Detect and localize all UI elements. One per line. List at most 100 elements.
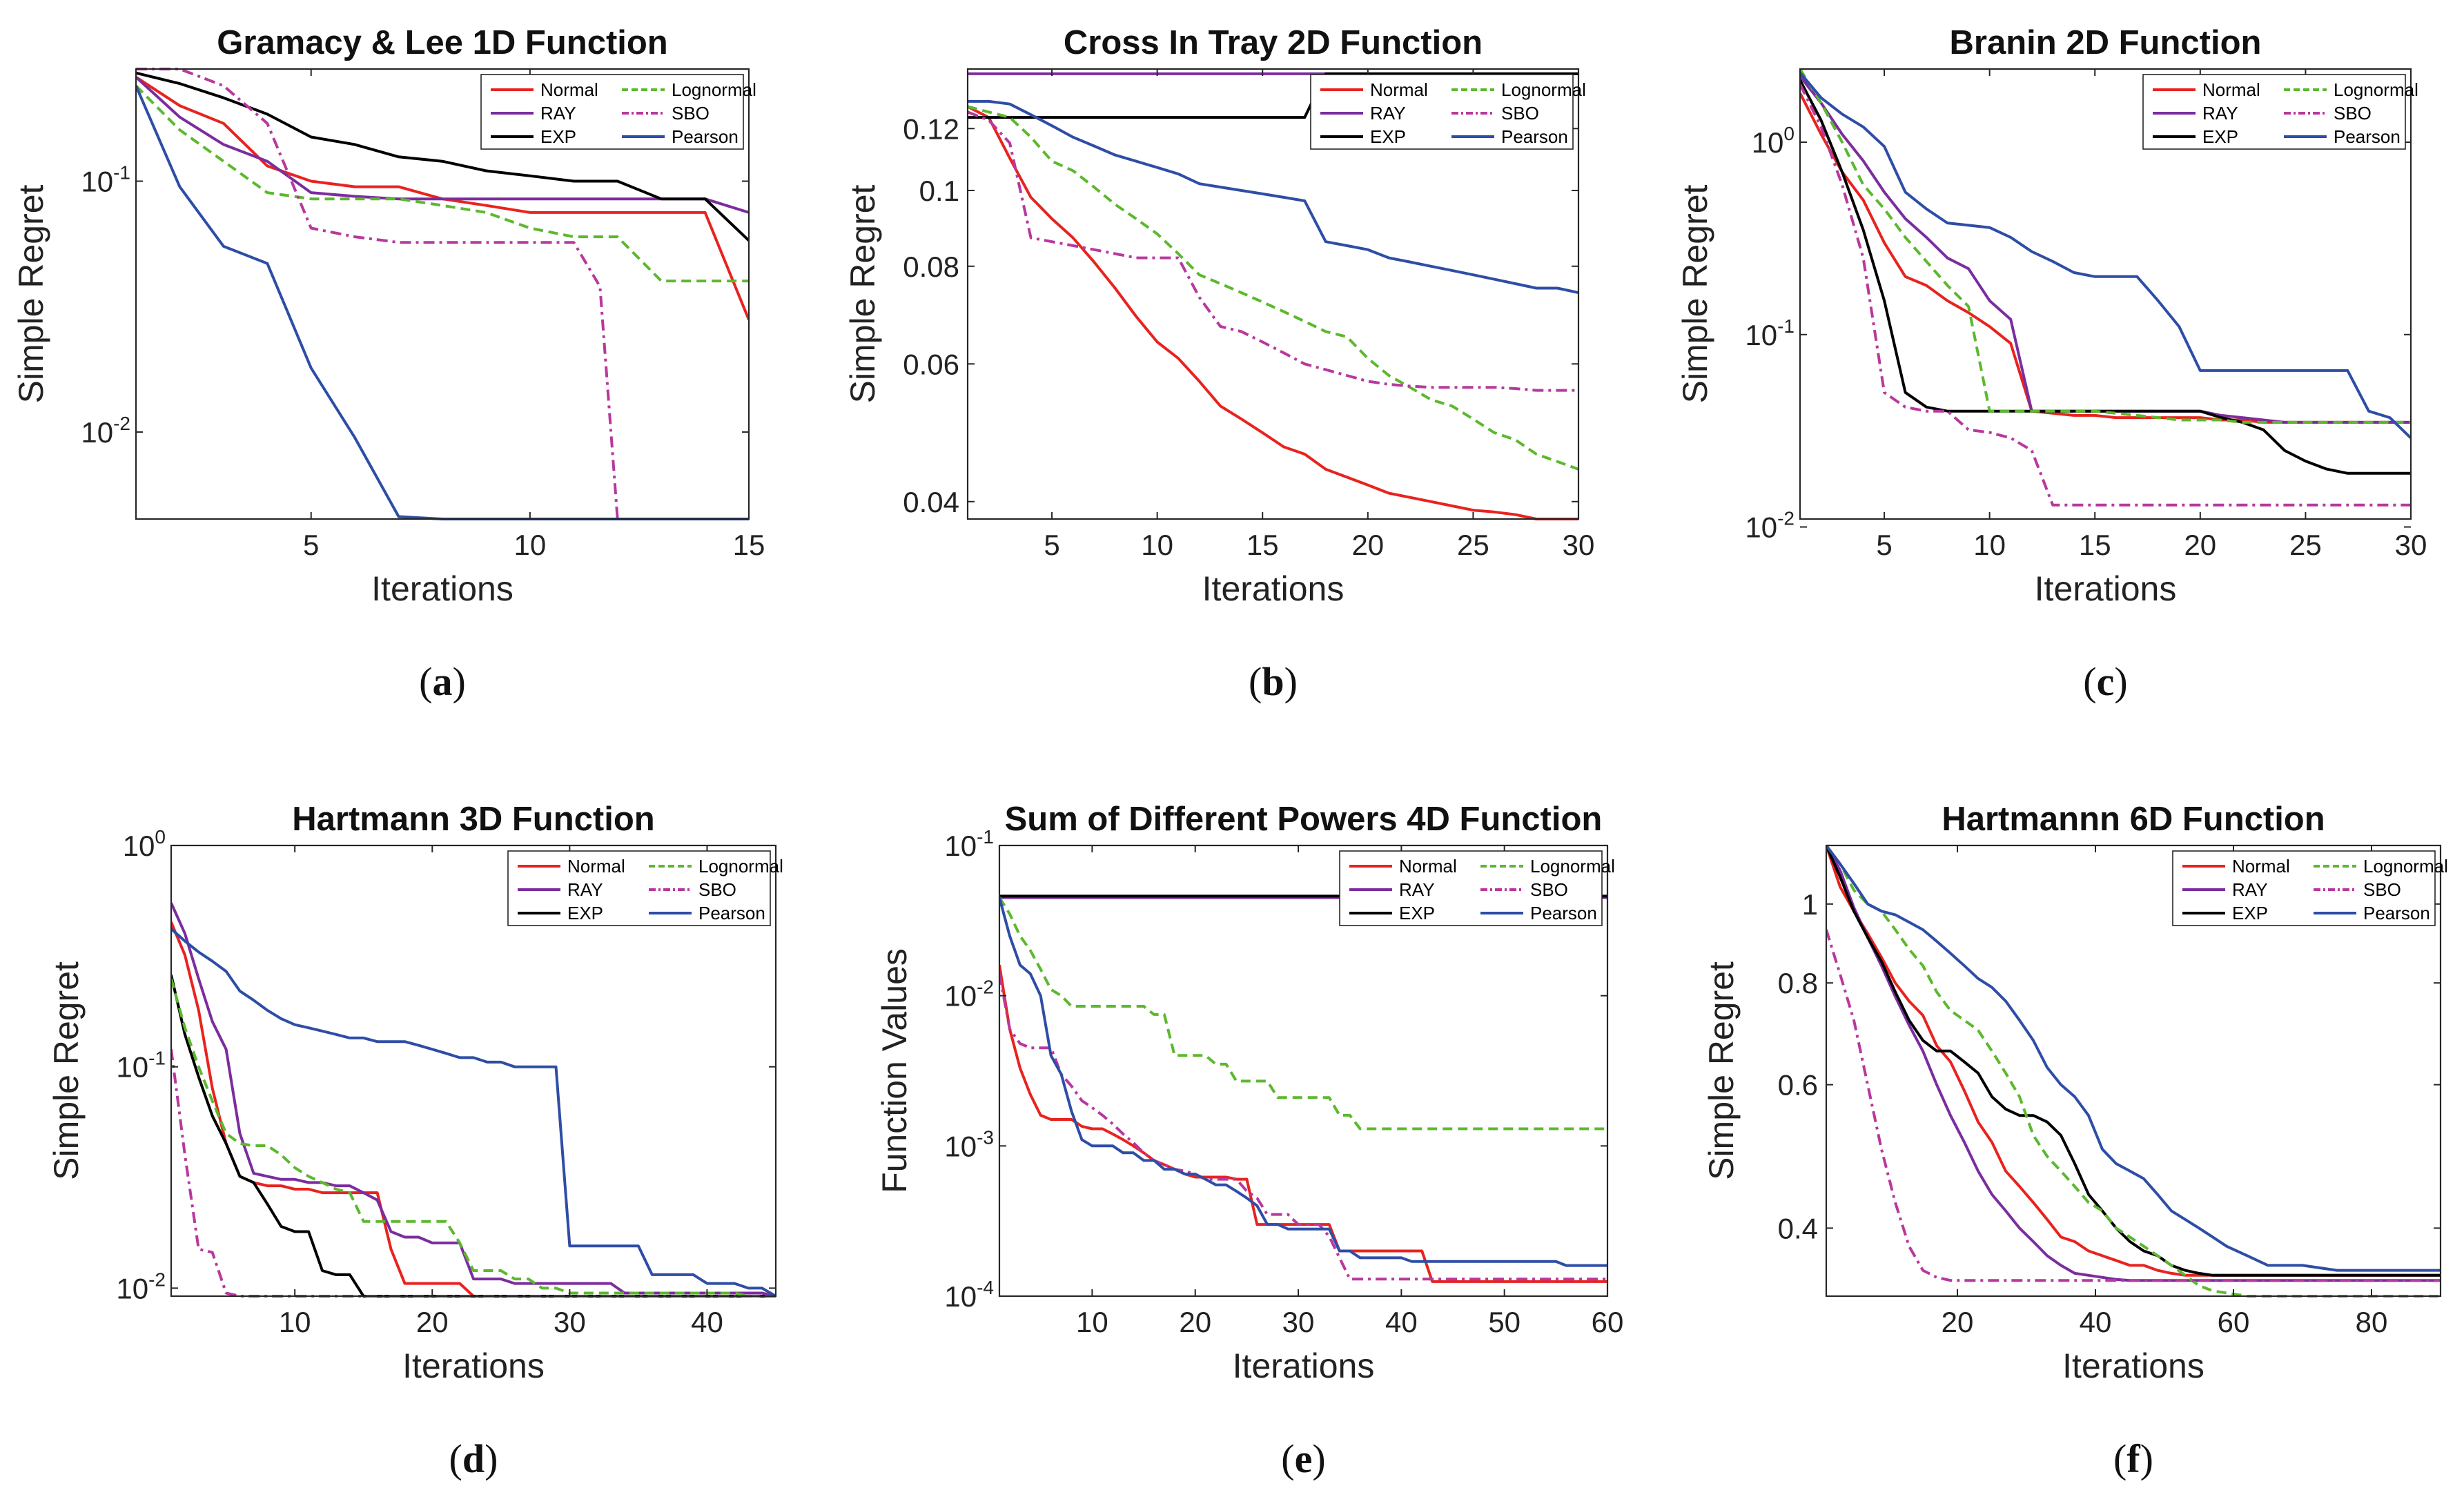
legend-label-exp: EXP <box>540 126 576 147</box>
series-lines <box>999 894 1607 1283</box>
legend: Normal Lognormal RAY SBO EXP Pearson <box>480 74 756 150</box>
panel-caption: (f) <box>2113 1436 2153 1481</box>
x-tick-label: 25 <box>1457 529 1489 561</box>
y-tick-label: 0.08 <box>903 251 959 283</box>
chart-title: Gramacy & Lee 1D Function <box>217 24 668 61</box>
chart-title: Sum of Different Powers 4D Function <box>1005 801 1603 838</box>
y-tick-label: 1 <box>1802 888 1818 921</box>
x-tick-label: 30 <box>1282 1306 1315 1338</box>
series-line-lognormal <box>171 978 776 1298</box>
legend-label-ray: RAY <box>567 879 603 900</box>
series-line-exp <box>136 71 749 242</box>
legend-label-normal: Normal <box>1370 79 1428 100</box>
plot-frame <box>966 68 1580 520</box>
chart-panel-a: 5 10 15 10-2 10-1 Gramacy & Lee 1D Function It… <box>12 24 765 704</box>
series-line-pearson <box>999 897 1607 1267</box>
legend-label-ray: RAY <box>2202 103 2238 124</box>
x-axis-label: Iterations <box>1233 1347 1375 1385</box>
y-tick-label: 100 <box>123 826 166 862</box>
x-tick-label: 50 <box>1488 1306 1521 1338</box>
series-line-exp <box>1800 79 2411 475</box>
panel-caption: (c) <box>2083 659 2127 704</box>
x-tick-label: 20 <box>2184 529 2216 561</box>
x-axis-label: Iterations <box>2062 1347 2204 1385</box>
legend-label-pearson: Pearson <box>2334 126 2401 147</box>
chart-panel-e: 10 20 30 40 50 60 10-4 10-3 10-2 10-1 Sum of Diffe… <box>875 801 1623 1481</box>
y-tick-label: 0.6 <box>1778 1069 1818 1102</box>
x-tick-label: 60 <box>2218 1306 2250 1338</box>
x-axis-label: Iterations <box>2035 569 2177 608</box>
x-tick-label: 10 <box>514 529 546 561</box>
legend-label-pearson: Pearson <box>1501 126 1568 147</box>
y-tick-label: 10-2 <box>944 977 994 1012</box>
legend-label-normal: Normal <box>2232 856 2290 877</box>
series-line-lognormal <box>136 84 749 283</box>
chart-title: Cross In Tray 2D Function <box>1064 24 1483 61</box>
legend-label-normal: Normal <box>2202 79 2260 100</box>
x-tick-label: 5 <box>1876 529 1892 561</box>
panel-caption: (a) <box>419 659 466 704</box>
x-tick-label: 25 <box>2289 529 2322 561</box>
x-tick-label: 5 <box>1044 529 1059 561</box>
chart-panel-f: 20 40 60 80 0.4 0.6 0.8 1 Hartmannn 6D Function I… <box>1702 801 2448 1481</box>
y-tick-label: 10-2 <box>1745 508 1795 544</box>
y-tick-label: 10-1 <box>116 1048 166 1084</box>
legend-label-pearson: Pearson <box>2363 903 2430 923</box>
series-line-sbo <box>999 973 1607 1281</box>
panel-caption: (b) <box>1249 659 1298 704</box>
y-axis-label: Simple Regret <box>12 184 50 403</box>
legend-label-ray: RAY <box>540 103 576 124</box>
plot-frame <box>1825 844 2442 1298</box>
y-tick-label: 10-2 <box>116 1269 166 1304</box>
legend: Normal Lognormal RAY SBO EXP Pearson <box>1339 850 1615 926</box>
y-tick-label: 10-1 <box>1745 315 1795 351</box>
series-line-exp <box>1826 845 2441 1277</box>
legend-label-sbo: SBO <box>2363 879 2401 900</box>
x-tick-label: 40 <box>2080 1306 2112 1338</box>
panel-caption: (d) <box>449 1436 498 1481</box>
legend: Normal Lognormal RAY SBO EXP Pearson <box>1310 74 1586 150</box>
series-line-pearson <box>1826 844 2441 1272</box>
legend-label-lognormal: Lognormal <box>1501 79 1586 100</box>
series-line-pearson <box>1800 71 2411 440</box>
legend-label-normal: Normal <box>540 79 598 100</box>
x-tick-label: 30 <box>2395 529 2427 561</box>
x-tick-label: 20 <box>416 1306 449 1338</box>
legend-label-lognormal: Lognormal <box>1530 856 1615 877</box>
legend-label-ray: RAY <box>2232 879 2268 900</box>
x-tick-label: 10 <box>1141 529 1173 561</box>
legend-label-sbo: SBO <box>1530 879 1568 900</box>
y-tick-label: 10-1 <box>81 162 130 198</box>
x-tick-label: 20 <box>1351 529 1384 561</box>
x-tick-label: 80 <box>2356 1306 2388 1338</box>
y-tick-label: 0.4 <box>1778 1212 1818 1244</box>
series-line-pearson <box>171 928 776 1298</box>
legend-label-lognormal: Lognormal <box>2363 856 2448 877</box>
legend-label-pearson: Pearson <box>1530 903 1597 923</box>
x-tick-label: 20 <box>1942 1306 1974 1338</box>
x-tick-label: 10 <box>1076 1306 1108 1338</box>
x-tick-label: 5 <box>303 529 319 561</box>
series-line-sbo <box>1826 929 2441 1282</box>
legend-label-lognormal: Lognormal <box>672 79 756 100</box>
chart-panel-c: 5 10 15 20 25 30 10-2 10-1 100 Branin 2D Function… <box>1676 24 2427 704</box>
legend-label-ray: RAY <box>1399 879 1435 900</box>
plot-frame <box>135 68 750 520</box>
plot-frame <box>998 844 1609 1298</box>
legend: Normal Lognormal RAY SBO EXP Pearson <box>2172 850 2448 926</box>
series-lines <box>968 72 1578 520</box>
x-tick-label: 30 <box>1563 529 1595 561</box>
legend-label-pearson: Pearson <box>672 126 739 147</box>
y-tick-label: 10-1 <box>944 826 994 862</box>
y-axis-label: Function Values <box>875 948 914 1193</box>
legend-label-ray: RAY <box>1370 103 1406 124</box>
y-axis-label: Simple Regret <box>1676 184 1714 403</box>
y-tick-label: 0.1 <box>919 175 959 207</box>
x-tick-label: 10 <box>1973 529 2006 561</box>
legend-label-sbo: SBO <box>672 103 710 124</box>
y-tick-label: 10-4 <box>944 1277 994 1313</box>
legend-label-exp: EXP <box>2202 126 2238 147</box>
series-line-normal <box>999 964 1607 1283</box>
legend-label-exp: EXP <box>2232 903 2268 923</box>
